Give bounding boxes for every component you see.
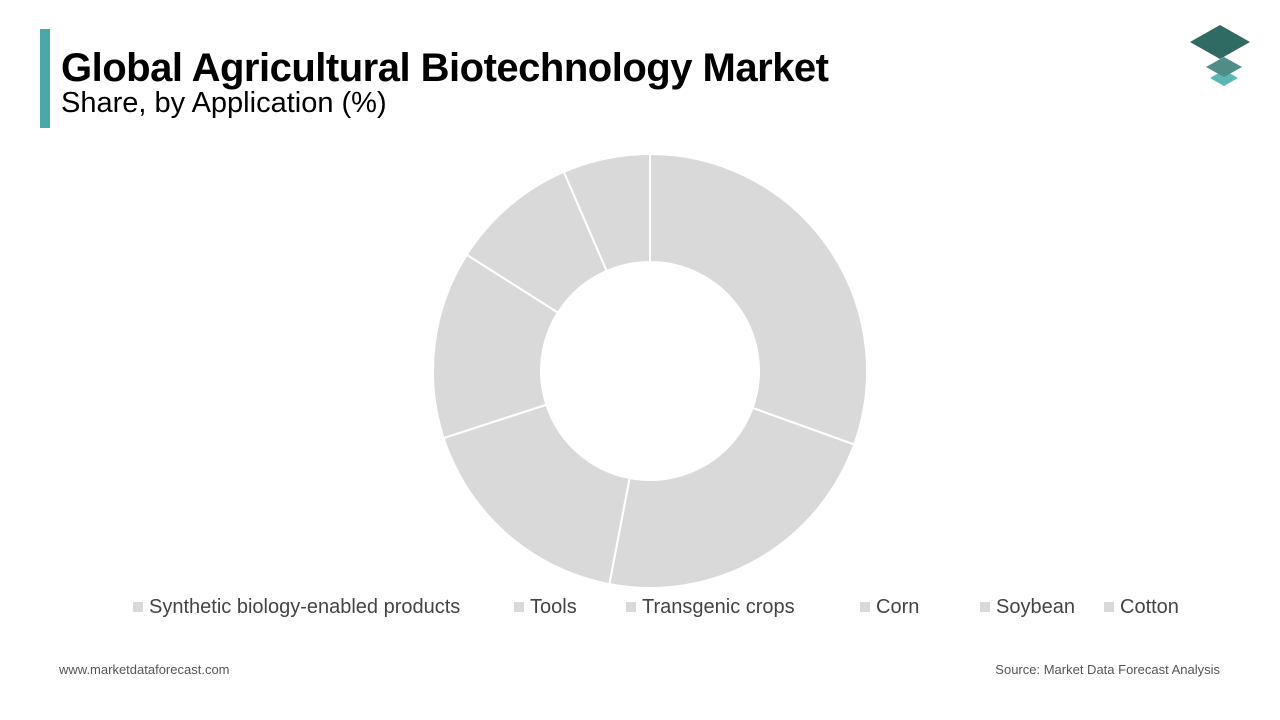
footer-source: Source: Market Data Forecast Analysis <box>995 662 1220 677</box>
legend-label: Soybean <box>996 595 1075 618</box>
legend-item-soybean: Soybean <box>980 594 1075 620</box>
legend-item-transgenic-crops: Transgenic crops <box>626 594 795 620</box>
donut-slice-tools <box>608 406 856 589</box>
chart-legend: Synthetic biology-enabled products Tools… <box>0 594 1280 620</box>
legend-label: Transgenic crops <box>642 595 795 618</box>
legend-item-corn: Corn <box>860 594 919 620</box>
footer-website: www.marketdataforecast.com <box>59 662 230 677</box>
page-title: Global Agricultural Biotechnology Market <box>61 46 829 90</box>
legend-item-tools: Tools <box>514 594 577 620</box>
legend-swatch <box>514 602 524 612</box>
legend-label: Synthetic biology-enabled products <box>149 595 461 618</box>
donut-slice-cotton <box>562 152 651 273</box>
legend-item-cotton: Cotton <box>1104 594 1179 620</box>
legend-label: Corn <box>876 595 920 618</box>
legend-label: Cotton <box>1120 595 1179 618</box>
legend-item-synthetic-biology: Synthetic biology-enabled products <box>133 594 460 620</box>
legend-swatch <box>1104 602 1114 612</box>
page-subtitle: Share, by Application (%) <box>61 87 387 119</box>
legend-swatch <box>980 602 990 612</box>
legend-swatch <box>133 602 143 612</box>
legend-swatch <box>860 602 870 612</box>
title-accent-bar <box>40 29 50 128</box>
legend-swatch <box>626 602 636 612</box>
legend-label: Tools <box>530 595 577 618</box>
donut-slice-synthetic-biology-enabled-products <box>649 152 868 446</box>
donut-slice-transgenic-crops <box>442 403 631 586</box>
stacked-layers-icon <box>1190 25 1250 86</box>
